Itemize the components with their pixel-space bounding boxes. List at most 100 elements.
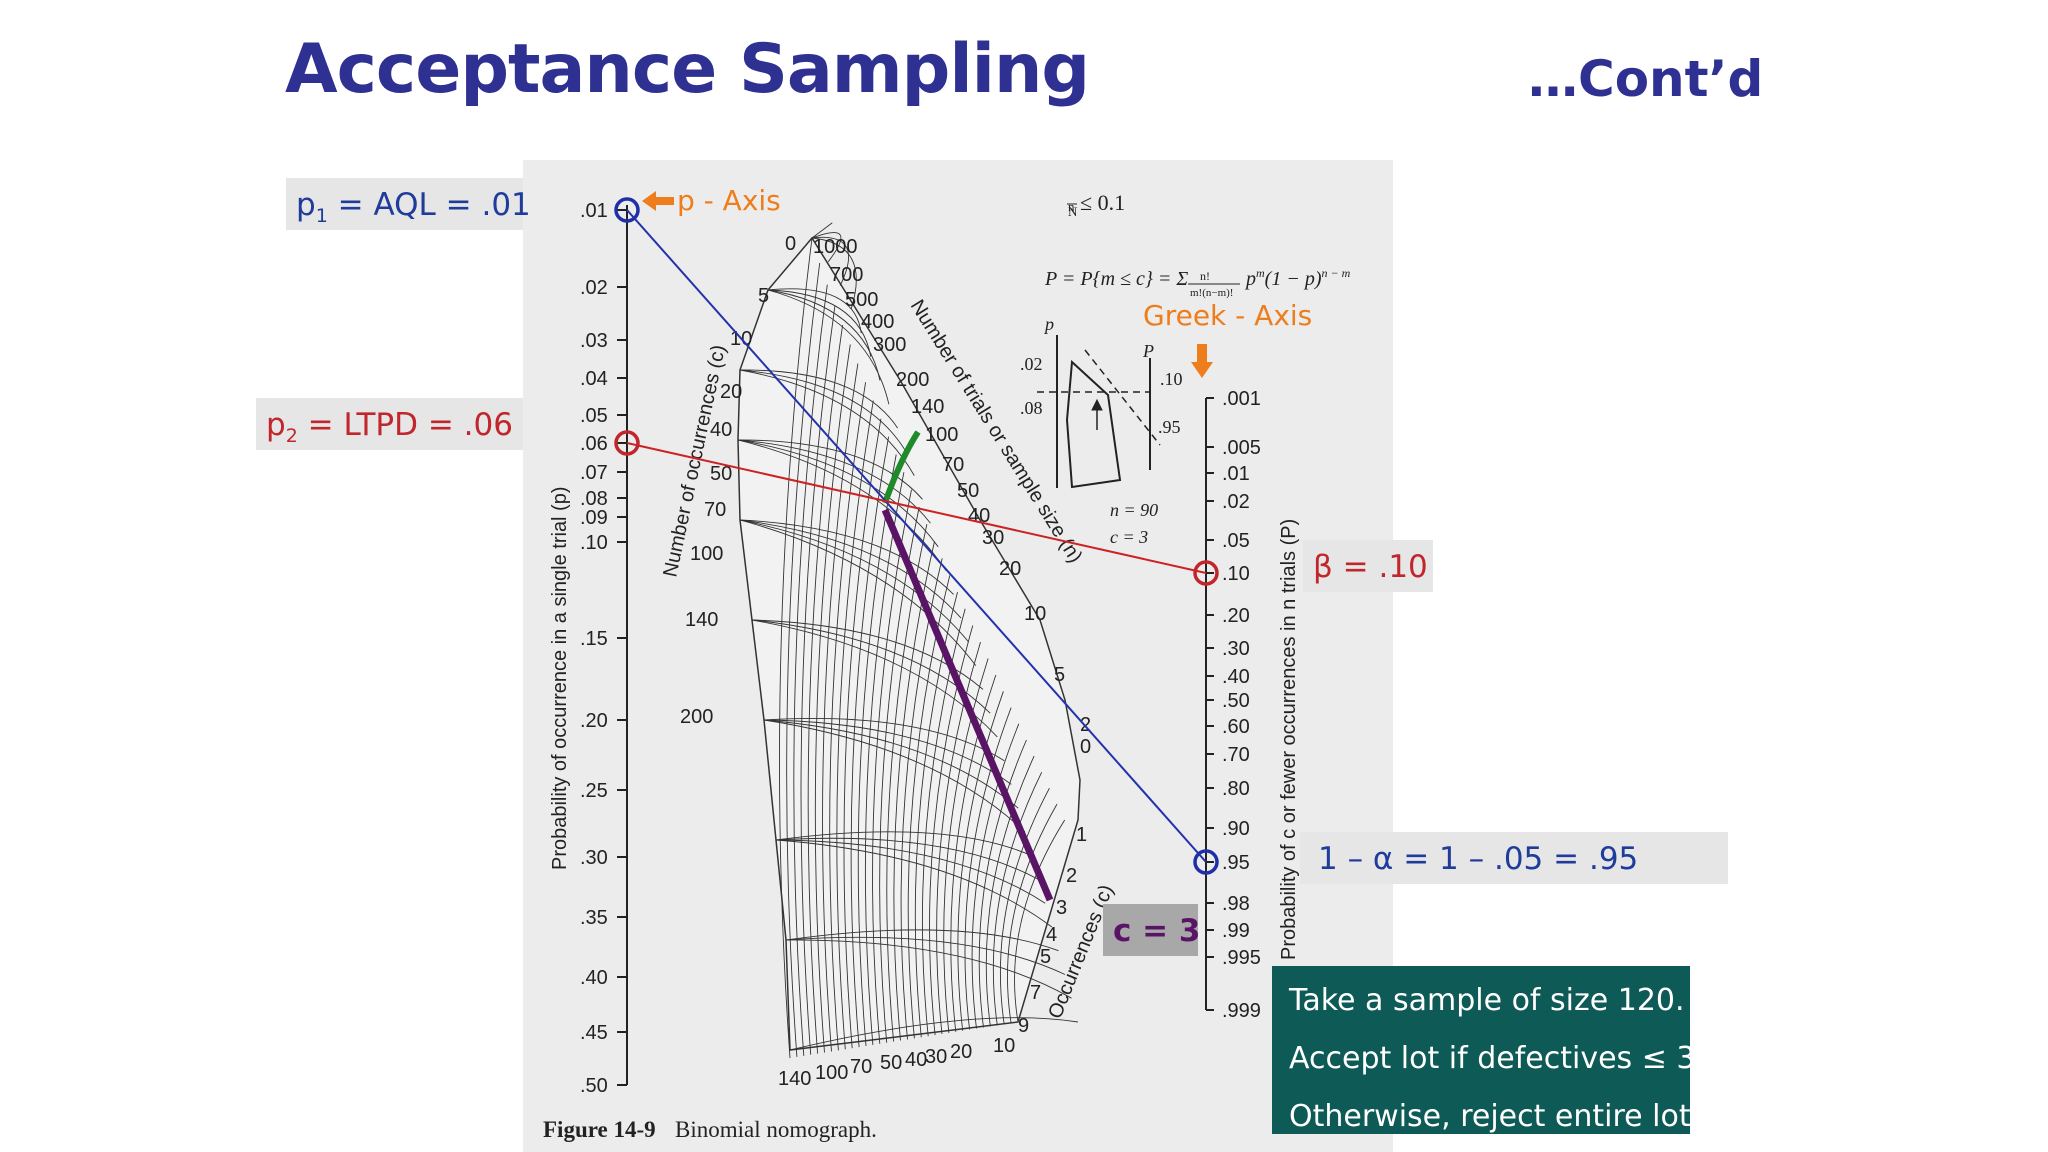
p1-p: p — [296, 187, 316, 223]
n-top-label: 200 — [896, 369, 929, 391]
left-axis-tick-label: .04 — [580, 368, 608, 390]
grid-curve-c — [775, 839, 1046, 904]
grid-curve-c — [763, 719, 1026, 833]
n-top-label: 20 — [999, 558, 1021, 580]
n-top-label: 700 — [830, 264, 863, 286]
left-axis-title: Probability of occurrence in a single tr… — [549, 486, 571, 870]
grid-curve-c — [811, 222, 833, 239]
grid-curve-c — [763, 719, 1012, 785]
n-bottom-label: 10 — [993, 1035, 1015, 1057]
grid-curve-c — [739, 369, 907, 453]
grid-curve-c — [737, 439, 939, 548]
c-value-label: c = 3 — [1103, 904, 1201, 956]
inset-02: .02 — [1020, 354, 1043, 374]
p2-sub: 2 — [285, 425, 298, 448]
scale-labels: .01.02.03.04.05.06.07.08.09.10.15.20.25.… — [580, 200, 1261, 1097]
grid-curve-n — [964, 707, 1012, 1030]
n-bottom-label: 30 — [925, 1046, 947, 1068]
right-axis-tick-label: .60 — [1222, 716, 1250, 738]
grid-curve-n — [978, 739, 1027, 1028]
grid-curve-c — [767, 289, 872, 357]
right-axis-tick-label: .98 — [1222, 893, 1250, 915]
result-box: Take a sample of size 120. Accept lot if… — [1272, 966, 1705, 1134]
alpha-label: 1 – α = 1 – .05 = .95 — [1300, 832, 1728, 884]
grid-curve-n — [886, 524, 928, 1042]
figure-caption-number: Figure 14-9 — [543, 1117, 656, 1142]
ltpd-line — [626, 442, 1207, 574]
inset-10: .10 — [1160, 369, 1183, 389]
grid-curve-c — [737, 439, 923, 500]
left-axis-tick-label: .30 — [580, 847, 608, 869]
greek-axis-label: Greek - Axis — [1143, 299, 1312, 332]
left-axis-ticks — [617, 209, 627, 1086]
grid-curve-n — [971, 723, 1020, 1029]
left-axis-tick-label: .20 — [580, 710, 608, 732]
left-axis-tick-label: .03 — [580, 330, 608, 352]
c-value-text: c = 3 — [1113, 913, 1201, 949]
grid-curve-n — [992, 772, 1043, 1026]
right-axis-tick-label: .10 — [1222, 563, 1250, 585]
n-bottom-label: 50 — [880, 1052, 902, 1074]
grid-curve-n — [900, 558, 943, 1040]
right-axis-tick-label: .40 — [1222, 666, 1250, 688]
grid-curve-c — [811, 237, 857, 310]
p2-rest: = LTPD = .06 — [297, 407, 513, 443]
grid-curve-n — [1000, 787, 1050, 1025]
formula-lhs: P = P{m ≤ c} = Σ — [1044, 268, 1188, 290]
left-axis-tick-label: .02 — [580, 277, 608, 299]
right-axis-tick-label: .95 — [1222, 852, 1250, 874]
grid-curve-c — [739, 369, 898, 429]
grid-curve-n — [822, 363, 859, 1052]
c-left-label: 200 — [680, 706, 713, 728]
grid-curve-n — [857, 454, 897, 1047]
grid-curve-n — [950, 674, 997, 1032]
left-axis-tick-label: .50 — [580, 1075, 608, 1097]
n-top-label: 400 — [861, 311, 894, 333]
p-axis-arrow-icon — [642, 191, 674, 211]
right-axis-tick-label: .995 — [1222, 947, 1261, 969]
n-bottom-label: 140 — [778, 1068, 811, 1090]
grid-curve-n — [807, 325, 844, 1054]
nomograph-grid — [737, 222, 1081, 1059]
grid-curve-c — [785, 939, 1072, 999]
grid-curve-c — [785, 936, 1066, 975]
right-axis-tick-label: .05 — [1222, 530, 1250, 552]
right-axis-tick-label: .50 — [1222, 690, 1250, 712]
grid-curve-n — [864, 472, 905, 1045]
n-bottom-label: 70 — [850, 1056, 872, 1078]
c-right-label: 4 — [1046, 924, 1057, 946]
left-axis-tick-label: .35 — [580, 907, 608, 929]
inset-p-label: p — [1043, 314, 1054, 334]
p2-circle — [614, 430, 640, 456]
c-right-label: 5 — [1040, 946, 1051, 968]
n-top-label: 30 — [982, 527, 1004, 549]
right-axis-tick-label: .999 — [1222, 1000, 1261, 1022]
grid-curve-n — [850, 436, 890, 1048]
grid-curve-c — [739, 519, 954, 595]
p1-sub: 1 — [315, 205, 328, 228]
left-axis-tick-label: .25 — [580, 780, 608, 802]
inset-P-label: P — [1142, 341, 1154, 361]
inset-08: .08 — [1020, 398, 1043, 418]
ratio-note: ≤ 0.1 — [1080, 190, 1125, 215]
left-axis-tick-label: .09 — [580, 507, 608, 529]
left-axis-tick-label: .15 — [580, 628, 608, 650]
left-axis-tick-label: .06 — [580, 433, 608, 455]
p2-ltpd-label: p2 = LTPD = .06 — [256, 398, 523, 450]
left-axis-tick-label: .45 — [580, 1022, 608, 1044]
c-left-label: 100 — [690, 543, 723, 565]
grid-curve-n — [957, 691, 1004, 1031]
inset-sketch: p P .02 .08 .10 .95 n = 90 c = 3 — [1020, 314, 1183, 547]
n-bottom-label: 20 — [950, 1041, 972, 1063]
right-axis-tick-label: .001 — [1222, 388, 1261, 410]
inset-n: n = 90 — [1110, 500, 1158, 520]
grid-curve-n — [793, 284, 828, 1056]
p-axis-label: p - Axis — [677, 184, 781, 217]
greek-axis-arrow-icon — [1191, 344, 1213, 378]
right-axis-tick-label: .01 — [1222, 463, 1250, 485]
grid-curve-c — [737, 439, 947, 571]
result-line-2: Accept lot if defectives ≤ 3. — [1289, 1041, 1705, 1076]
grid-curve-c — [811, 236, 849, 286]
grid-curve-c — [789, 1017, 1079, 1051]
left-axis-tick-label: .10 — [580, 532, 608, 554]
